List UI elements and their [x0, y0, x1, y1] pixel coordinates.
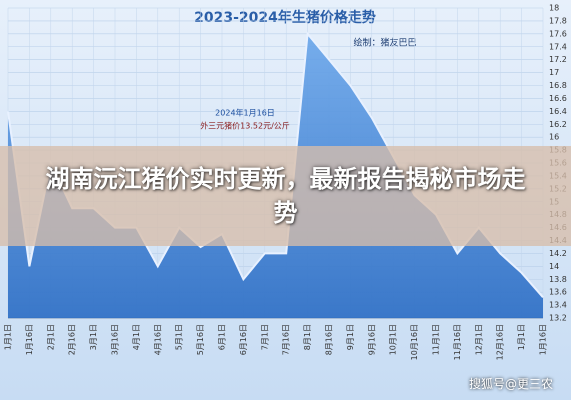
annotation: 2024年1月16日 — [215, 108, 275, 118]
y-tick-label: 14 — [549, 262, 559, 271]
x-tick-label: 2月16日 — [68, 324, 77, 355]
x-tick-label: 2月1日 — [46, 324, 55, 350]
x-tick-label: 10月16日 — [410, 324, 419, 360]
x-tick-label: 6月16日 — [239, 324, 248, 355]
x-tick-label: 12月1日 — [474, 324, 483, 355]
x-tick-label: 6月1日 — [218, 324, 227, 350]
y-tick-label: 13.8 — [549, 275, 567, 284]
banner: 湖南沅江猪价实时更新，最新报告揭秘市场走势 — [0, 146, 571, 246]
annotation: 外三元猪价13.52元/公斤 — [200, 121, 290, 131]
y-tick-label: 17.4 — [549, 42, 567, 51]
y-tick-label: 13.6 — [549, 288, 567, 297]
y-tick-label: 16.2 — [549, 120, 567, 129]
y-tick-label: 13.4 — [549, 301, 567, 310]
x-tick-label: 9月1日 — [346, 324, 355, 350]
x-tick-label: 1月1日 — [517, 324, 526, 350]
y-tick-label: 17 — [549, 68, 559, 77]
x-tick-label: 4月16日 — [153, 324, 162, 355]
y-tick-label: 16.8 — [549, 81, 567, 90]
y-tick-label: 17.6 — [549, 29, 567, 38]
x-tick-label: 11月1日 — [432, 324, 441, 355]
headline: 湖南沅江猪价实时更新，最新报告揭秘市场走势 — [45, 165, 526, 227]
x-tick-label: 3月1日 — [89, 324, 98, 350]
x-tick-label: 8月1日 — [303, 324, 312, 350]
y-tick-label: 13.2 — [549, 314, 567, 323]
x-tick-label: 11月16日 — [453, 324, 462, 360]
y-tick-label: 16.6 — [549, 94, 567, 103]
x-tick-label: 3月16日 — [111, 324, 120, 355]
y-tick-label: 16 — [549, 133, 559, 142]
area — [8, 33, 543, 318]
y-tick-label: 16.4 — [549, 107, 567, 116]
y-tick-label: 17.2 — [549, 55, 567, 64]
credit: 绘制：猪友巴巴 — [353, 37, 416, 49]
x-tick-label: 5月16日 — [196, 324, 205, 355]
y-tick-label: 17.8 — [549, 16, 567, 25]
chart-title: 2023-2024年生猪价格走势 — [194, 9, 376, 26]
x-tick-label: 8月16日 — [325, 324, 334, 355]
x-tick-label: 1月16日 — [25, 324, 34, 355]
y-tick-label: 14.2 — [549, 249, 567, 258]
x-tick-label: 10月1日 — [389, 324, 398, 355]
x-tick-label: 12月16日 — [496, 324, 505, 360]
x-tick-label: 5月1日 — [175, 324, 184, 350]
x-tick-label: 4月1日 — [132, 324, 141, 350]
x-tick-label: 1月1日 — [4, 324, 13, 350]
watermark: 搜狐号@更三农 — [468, 377, 553, 391]
x-tick-label: 9月16日 — [367, 324, 376, 355]
x-tick-label: 7月1日 — [260, 324, 269, 350]
x-tick-label: 7月16日 — [282, 324, 291, 355]
y-tick-label: 18 — [549, 4, 559, 13]
x-tick-label: 1月16日 — [539, 324, 548, 355]
